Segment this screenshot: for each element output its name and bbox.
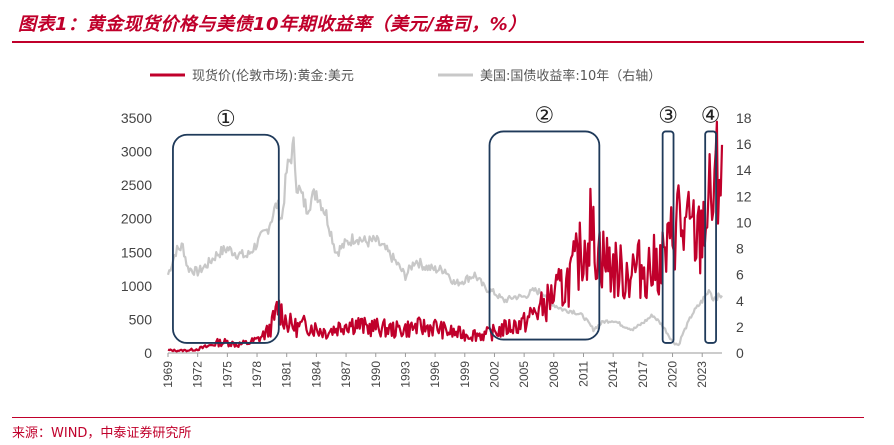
x-tick-label: 1975 [220,361,234,388]
x-tick-label: 1981 [280,361,294,388]
left-tick-label: 1500 [121,244,152,260]
yield-series-line [166,136,723,347]
x-tick-label: 1987 [339,361,353,388]
x-tick-label: 1999 [458,361,472,388]
x-tick-label: 1972 [191,361,205,388]
left-tick-label: 500 [129,311,153,327]
yield-series-group [166,136,723,347]
legend-gold-label: 现货价(伦敦市场):黄金:美元 [192,68,354,84]
x-tick-label: 1993 [398,361,412,388]
x-tick-label: 1984 [309,361,323,388]
x-tick-label: 2023 [695,361,709,388]
annotation-box-1 [172,133,280,344]
chart-title: 图表1：黄金现货价格与美债10年期收益率（美元/盎司，%） [18,14,527,35]
annotation-box-4 [704,130,717,344]
legend: 现货价(伦敦市场):黄金:美元 美国:国债收益率:10年（右轴） [150,68,661,84]
x-tick-label: 2014 [606,361,620,388]
annotation-label-1: ① [216,107,236,132]
left-tick-label: 1000 [121,278,152,294]
left-tick-label: 3000 [121,144,152,160]
right-tick-label: 2 [736,319,744,335]
right-tick-label: 0 [736,345,744,361]
left-tick-label: 2500 [121,177,152,193]
right-tick-label: 6 [736,267,744,283]
left-tick-label: 2000 [121,211,152,227]
annotation-box-2 [488,130,601,341]
footer-rule [12,417,864,418]
axes: 0 500 1000 1500 2000 2500 3000 3500 0 2 4 6 8 10 12 14 1… [121,110,752,388]
x-tick-label: 1990 [369,361,383,388]
left-tick-label: 0 [144,345,152,361]
source-note: 来源：WIND，中泰证券研究所 [12,426,192,441]
x-tick-label: 1996 [428,361,442,388]
x-tick-label: 2017 [636,361,650,388]
right-tick-label: 18 [736,110,752,126]
x-tick-label: 2008 [547,361,561,388]
left-tick-label: 3500 [121,110,152,126]
annotation-label-2: ② [535,103,555,128]
right-tick-label: 16 [736,136,752,152]
x-tick-label: 1978 [250,361,264,388]
legend-yield-label: 美国:国债收益率:10年（右轴） [480,68,661,84]
annotation-box-3 [661,130,675,344]
x-tick-label: 2011 [577,361,591,387]
right-tick-label: 8 [736,241,744,257]
annotation-label-3: ③ [658,103,678,128]
x-tick-label: 1969 [161,361,175,388]
gold-series-group [167,120,724,353]
x-tick-label: 2020 [666,361,680,388]
right-tick-label: 10 [736,214,752,230]
annotation-label-4: ④ [701,103,721,128]
x-tick-label: 2005 [517,361,531,388]
right-tick-label: 4 [736,293,744,309]
x-tick-label: 2002 [487,361,501,388]
title-underline [12,41,864,43]
gold-series-line [167,120,724,353]
right-tick-label: 12 [736,188,752,204]
right-tick-label: 14 [736,162,752,178]
